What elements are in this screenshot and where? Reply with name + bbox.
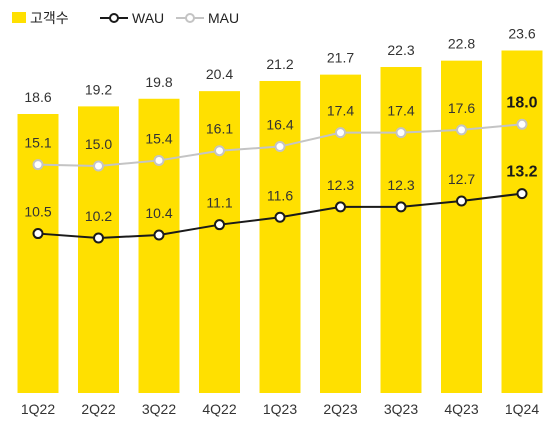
wau-point-3Q23 [395,201,407,213]
wau-series [32,188,528,244]
bar-1Q22 [17,114,59,393]
x-tick-2Q22: 2Q22 [81,401,115,417]
wau-point-1Q22 [32,228,44,240]
wau-label-1Q22: 10.5 [24,204,51,220]
legend-wau-marker [109,13,119,23]
bar-label-1Q24: 23.6 [508,26,535,42]
x-tick-2Q23: 2Q23 [323,401,357,417]
mau-label-2Q22: 15.0 [85,136,112,152]
mau-label-1Q23: 16.4 [266,117,293,133]
legend-bar-swatch [12,12,26,23]
wau-label-2Q22: 10.2 [85,208,112,224]
mau-label-1Q24: 18.0 [506,94,537,111]
mau-point-2Q23 [335,127,346,139]
bar-label-1Q22: 18.6 [24,89,51,105]
wau-label-1Q23: 11.6 [267,187,293,203]
bar-2Q22 [78,106,119,393]
mau-point-1Q23 [274,141,286,153]
bar-label-2Q22: 19.2 [85,81,112,97]
mau-point-4Q22 [214,145,225,157]
bar-label-3Q23: 22.3 [387,42,414,58]
wau-label-2Q23: 12.3 [327,177,354,193]
wau-label-3Q23: 12.3 [387,177,414,193]
data-labels: 18.6 19.2 19.8 20.4 21.2 21.7 22.3 22.8 23.6 15.1… [24,26,537,225]
bar-3Q23 [380,67,422,393]
bar-label-3Q22: 19.8 [145,74,172,90]
bar-4Q22 [199,91,240,393]
wau-point-2Q23 [335,201,346,213]
bar-1Q23 [259,80,301,393]
mau-point-1Q24 [516,118,528,130]
x-axis: 1Q22 2Q22 3Q22 4Q22 1Q23 2Q23 3Q23 4Q23 1Q24 [21,401,539,417]
mau-point-3Q22 [153,154,165,166]
bar-label-1Q23: 21.2 [266,56,293,72]
mau-label-3Q22: 15.4 [145,130,172,146]
x-tick-4Q23: 4Q23 [444,401,478,417]
bar-label-4Q22: 20.4 [206,66,233,82]
x-tick-1Q23: 1Q23 [263,401,297,417]
mau-label-4Q23: 17.6 [448,100,475,116]
mau-label-1Q22: 15.1 [24,135,51,151]
mau-label-3Q23: 17.4 [387,103,414,119]
wau-point-3Q22 [153,229,165,241]
bar-label-2Q23: 21.7 [327,50,354,66]
bar-4Q23 [441,60,482,393]
x-tick-1Q22: 1Q22 [21,401,55,417]
mau-point-2Q22 [93,160,104,172]
bar-1Q24 [501,50,543,393]
mau-point-4Q23 [456,124,467,136]
x-tick-4Q22: 4Q22 [202,401,236,417]
legend-mau-marker [185,13,195,23]
x-tick-1Q24: 1Q24 [505,401,539,417]
bar-series [17,50,543,393]
wau-point-2Q22 [93,232,104,244]
legend-label-customers: 고객수 [30,10,69,26]
wau-label-3Q22: 10.4 [145,205,172,221]
mau-point-1Q22 [32,159,44,171]
bar-2Q23 [320,74,361,393]
legend: 고객수 WAU MAU [12,10,239,26]
bar-3Q22 [138,98,180,393]
wau-point-1Q24 [516,188,528,200]
x-tick-3Q23: 3Q23 [384,401,418,417]
wau-point-1Q23 [274,211,286,223]
wau-label-4Q23: 12.7 [448,171,475,187]
wau-label-1Q24: 13.2 [506,164,537,181]
bar-label-4Q23: 22.8 [448,36,475,52]
legend-label-wau: WAU [132,10,164,26]
wau-label-4Q22: 11.1 [206,195,232,211]
x-tick-3Q22: 3Q22 [142,401,176,417]
wau-point-4Q22 [214,219,225,231]
legend-label-mau: MAU [208,10,239,26]
mau-label-4Q22: 16.1 [206,121,233,137]
wau-point-4Q23 [456,195,467,207]
mau-series [32,118,528,172]
mau-point-3Q23 [395,127,407,139]
mau-label-2Q23: 17.4 [327,103,354,119]
